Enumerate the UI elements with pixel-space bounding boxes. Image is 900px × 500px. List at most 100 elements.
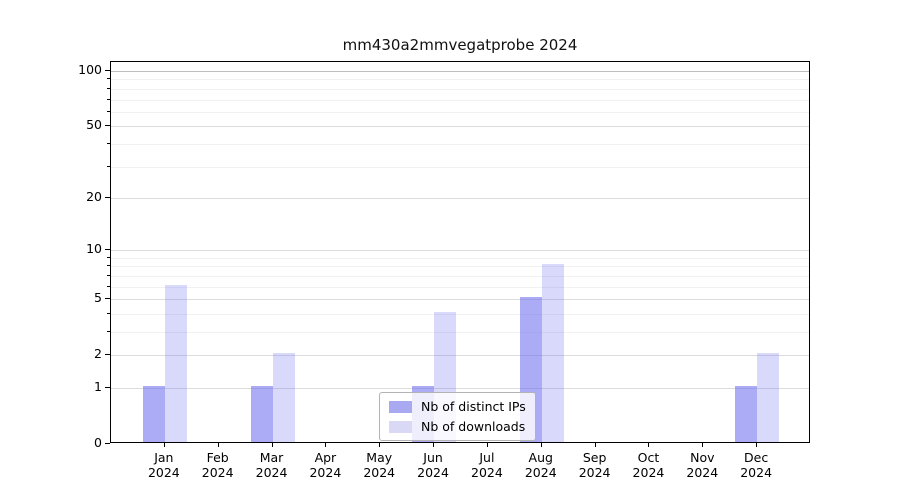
y-tickmark [105,249,110,251]
legend-label-downloads: Nb of downloads [421,419,526,434]
x-tick-year: 2024 [309,465,342,480]
y-tick-label: 2 [94,346,102,362]
x-tick-year: 2024 [255,465,288,480]
y-minor-tickmark [107,78,110,80]
x-tickmark [486,443,488,447]
gridline-minor [111,79,809,81]
x-tick-label: Aug 2024 [510,450,572,480]
y-minor-tickmark [107,330,110,332]
y-minor-tickmark [107,87,110,89]
gridline-minor [111,111,809,113]
gridline-major [111,387,809,389]
x-tickmark [433,443,435,447]
x-tick-month: Dec [744,450,769,465]
x-tickmark [163,443,165,447]
legend: Nb of distinct IPs Nb of downloads [379,392,536,441]
x-tickmark [217,443,219,447]
y-minor-tickmark [107,98,110,100]
x-tick-label: Mar 2024 [241,450,303,480]
gridline-minor [111,166,809,168]
x-tick-year: 2024 [740,465,773,480]
gridline-minor [111,143,809,145]
bar-distinct-ips-jan [142,386,165,442]
x-tickmark [594,443,596,447]
x-tickmark [648,443,650,447]
x-tick-label: Oct 2024 [617,450,679,480]
x-tick-year: 2024 [363,465,396,480]
gridline-minor [111,331,809,333]
y-minor-tickmark [107,312,110,314]
y-minor-tickmark [107,110,110,112]
x-tick-year: 2024 [147,465,180,480]
gridline-minor [111,257,809,259]
y-tick-label: 1 [94,378,102,394]
y-tickmark [105,443,110,444]
x-tick-month: Sep [582,450,607,465]
gridline-minor [111,275,809,277]
legend-swatch-downloads [389,420,412,433]
gridline-major [111,197,809,199]
y-tick-label: 100 [78,62,102,78]
x-tick-month: Apr [314,450,337,465]
x-tick-month: May [366,450,393,465]
x-tick-month: Nov [690,450,715,465]
x-tick-month: Jan [154,450,174,465]
y-tick-label: 10 [86,241,102,257]
x-tick-year: 2024 [524,465,557,480]
x-tickmark [379,443,381,447]
x-tick-label: Nov 2024 [671,450,733,480]
x-tick-year: 2024 [201,465,234,480]
x-tick-label: Jul 2024 [456,450,518,480]
gridline-major [111,250,809,252]
x-tick-label: Dec 2024 [725,450,787,480]
gridline-minor [111,99,809,101]
bar-downloads-mar [272,353,295,442]
legend-item-distinct-ips: Nb of distinct IPs [389,399,526,414]
x-tick-year: 2024 [578,465,611,480]
bar-distinct-ips-mar [250,386,273,442]
gridline-minor [111,266,809,268]
y-minor-tickmark [107,274,110,276]
y-tick-label: 5 [94,290,102,306]
x-tickmark [756,443,758,447]
x-tickmark [540,443,542,447]
y-tickmark [105,354,110,356]
y-tick-label: 0 [94,435,102,450]
y-minor-tickmark [107,265,110,267]
gridline-major [111,299,809,301]
x-tick-month: Jun [423,450,443,465]
y-tickmark [105,196,110,198]
x-tick-year: 2024 [686,465,719,480]
x-tick-label: Sep 2024 [564,450,626,480]
legend-item-downloads: Nb of downloads [389,419,526,434]
x-tickmark [702,443,704,447]
bar-downloads-jan [164,284,187,442]
x-tick-year: 2024 [471,465,503,480]
x-tick-month: Feb [206,450,229,465]
y-minor-tickmark [107,165,110,167]
gridline-minor [111,88,809,90]
y-tickmark [105,70,110,72]
gridline-major [111,126,809,128]
x-tick-year: 2024 [417,465,449,480]
x-tick-month: Jul [479,450,495,465]
y-minor-tickmark [107,142,110,144]
bar-distinct-ips-dec [735,386,758,442]
y-tick-label: 50 [86,117,102,133]
x-tickmark [325,443,327,447]
y-tickmark [105,386,110,388]
x-tick-label: May 2024 [348,450,410,480]
x-tick-month: Oct [637,450,660,465]
x-tick-label: Jun 2024 [402,450,464,480]
x-tick-year: 2024 [632,465,665,480]
gridline-major [111,71,809,73]
x-tick-month: Mar [259,450,284,465]
y-minor-tickmark [107,256,110,258]
x-tick-label: Jan 2024 [133,450,195,480]
y-tickmark [105,125,110,127]
x-tick-label: Apr 2024 [294,450,356,480]
x-tick-month: Aug [528,450,553,465]
plot-area: Nb of distinct IPs Nb of downloads [110,61,810,443]
x-tickmark [271,443,273,447]
